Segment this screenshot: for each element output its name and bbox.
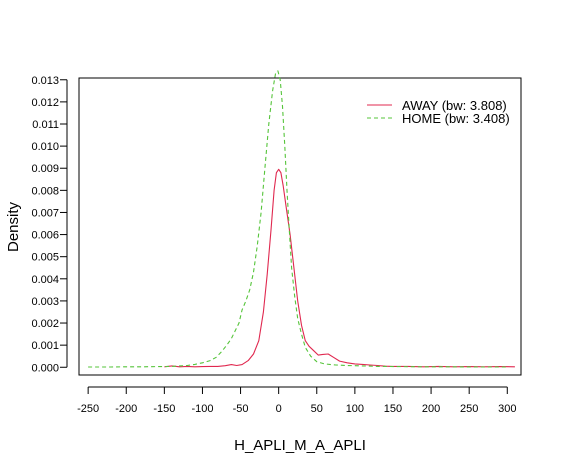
x-axis-title: H_APLI_M_A_APLI <box>234 437 366 454</box>
y-tick-label: 0.010 <box>31 141 59 153</box>
legend-label: HOME (bw: 3.408) <box>402 111 510 126</box>
legend-label: AWAY (bw: 3.808) <box>402 98 507 113</box>
series-layer <box>88 70 515 368</box>
y-tick-label: 0.005 <box>31 252 59 264</box>
x-tick-label: 200 <box>422 403 440 415</box>
x-tick-label: -250 <box>77 403 99 415</box>
x-axis: -250 -200 -150 -100 -50 0 50 100 150 200 250 300 <box>77 386 516 415</box>
x-tick-label: 50 <box>311 403 323 415</box>
y-tick-label: 0.008 <box>31 185 59 197</box>
y-tick-label: 0.002 <box>31 318 59 330</box>
y-tick-label: 0.011 <box>32 119 59 131</box>
x-tick-label: -50 <box>233 403 249 415</box>
x-tick-label: 150 <box>384 403 402 415</box>
x-tick-label: 250 <box>460 403 478 415</box>
x-tick-label: 100 <box>346 403 364 415</box>
series-line-away <box>164 168 515 368</box>
y-tick-label: 0.013 <box>31 75 59 87</box>
y-tick-label: 0.000 <box>31 362 59 374</box>
x-tick-label: -150 <box>153 403 175 415</box>
y-tick-label: 0.001 <box>31 340 59 352</box>
x-tick-label: 300 <box>498 403 516 415</box>
x-tick-label: 0 <box>276 403 282 415</box>
y-tick-label: 0.003 <box>31 296 59 308</box>
series-line-home <box>88 70 508 368</box>
y-tick-label: 0.009 <box>31 163 59 175</box>
y-tick-label: 0.007 <box>31 207 59 219</box>
legend: AWAY (bw: 3.808)HOME (bw: 3.408) <box>367 98 510 126</box>
y-axis-title: Density <box>5 201 22 252</box>
x-tick-label: -200 <box>115 403 137 415</box>
y-tick-label: 0.006 <box>31 230 59 242</box>
x-tick-label: -100 <box>191 403 213 415</box>
y-axis: 0.000 0.001 0.002 0.003 0.004 0.005 0.006 0.007… <box>31 75 68 374</box>
plot-box <box>78 77 522 376</box>
y-tick-label: 0.004 <box>31 274 59 286</box>
y-tick-label: 0.012 <box>31 97 59 109</box>
